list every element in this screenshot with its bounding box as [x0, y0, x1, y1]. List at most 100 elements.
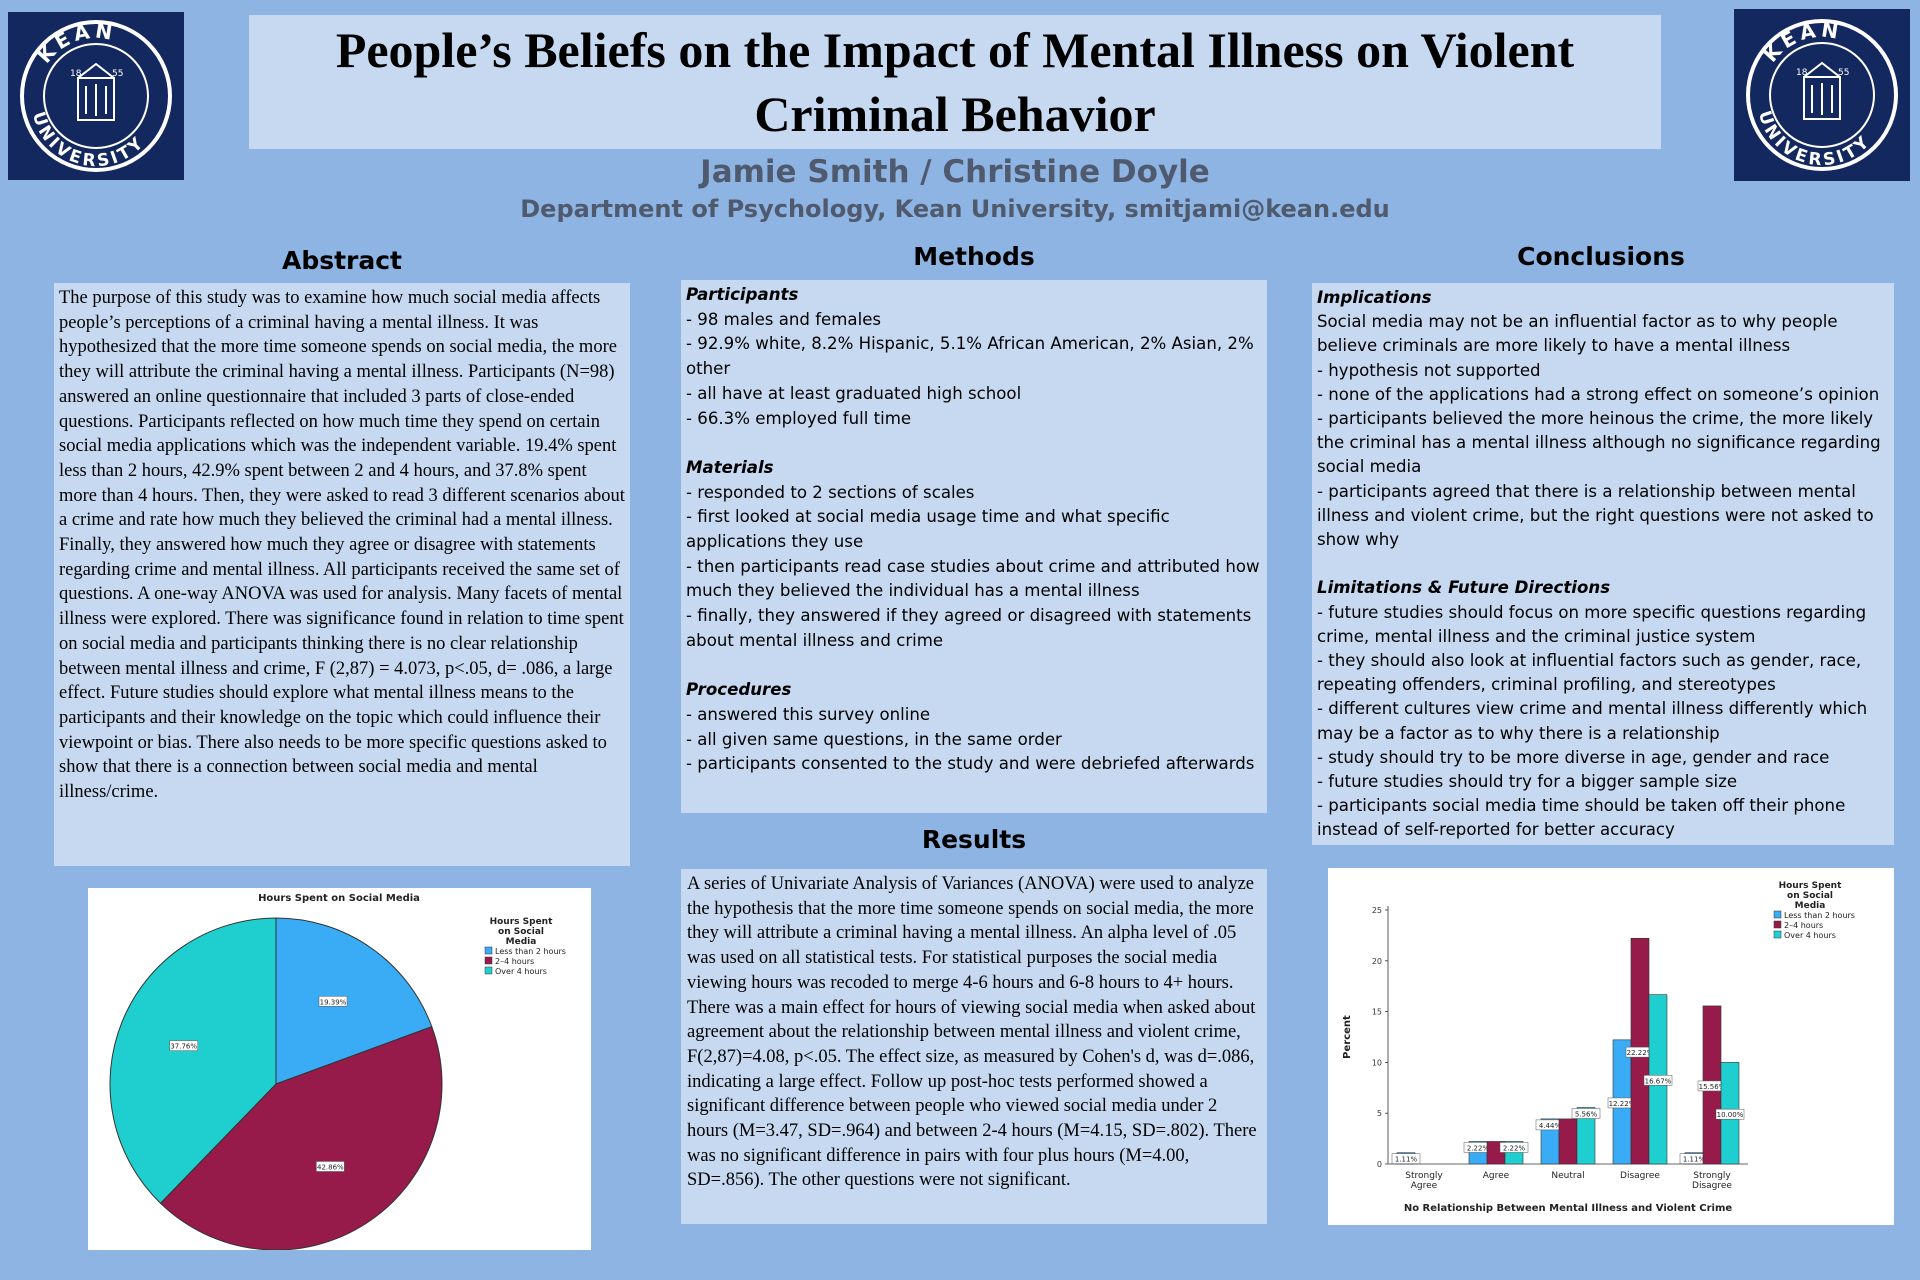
pie-label-box [169, 1040, 198, 1051]
legend-swatch [1773, 910, 1782, 919]
methods-participants-line: - 98 males and females [686, 309, 882, 329]
pie-title: Hours Spent on Social Media [258, 893, 420, 904]
y-tick-label: 15 [1372, 1008, 1382, 1017]
bar-data-label: 5.56% [1575, 1111, 1598, 1119]
results-text: A series of Univariate Analysis of Varia… [687, 874, 1257, 1191]
legend-swatch [484, 966, 493, 975]
bar [1558, 1118, 1578, 1165]
conclusions-limitations-line: - participants social media time should … [1317, 796, 1846, 840]
methods-participants-title: Participants [686, 285, 799, 304]
abstract-panel: The purpose of this study was to examine… [54, 283, 630, 866]
methods-materials-line: - finally, they answered if they agreed … [686, 606, 1252, 650]
methods-heading: Methods [913, 242, 1035, 271]
x-tick-label: Strongly [1405, 1171, 1443, 1181]
legend-label: Less than 2 hours [1784, 911, 1855, 920]
kean-logo-right: KEAN UNIVERSITY 18 55 [1734, 9, 1910, 181]
methods-materials-line: - then participants read case studies ab… [686, 556, 1260, 601]
legend-label: Less than 2 hours [495, 947, 566, 956]
legend-swatch [484, 946, 493, 955]
pie-chart-svg: Hours Spent on Social Media 19.39% 42.86% 3… [109, 893, 566, 1251]
svg-text:55: 55 [112, 69, 123, 79]
pie-chart: Hours Spent on Social Media 19.39% 42.86% 3… [88, 888, 591, 1251]
conclusions-limitations-line: - future studies should focus on more sp… [1317, 602, 1867, 646]
bar-chart: 0 5 10 15 20 25 Percent No Relationship Between… [1328, 868, 1894, 1225]
pie-slice-label: 42.86% [317, 1163, 344, 1171]
conclusions-limitations-line: - future studies should try for a bigger… [1317, 772, 1738, 792]
methods-participants-line: - all have at least graduated high schoo… [686, 383, 1022, 403]
svg-text:KEAN: KEAN [32, 18, 118, 67]
conclusions-limitations-title: Limitations & Future Directions [1317, 578, 1611, 598]
bar-data-label: 16.67% [1645, 1077, 1672, 1085]
pie-label-box [318, 996, 348, 1007]
bar-data-label: 4.44% [1539, 1122, 1562, 1130]
pie-slice [159, 1026, 443, 1251]
y-tick-label: 0 [1377, 1160, 1382, 1169]
bar-label-box [1391, 1153, 1421, 1164]
methods-participants-line: - 92.9% white, 8.2% Hispanic, 5.1% Afric… [686, 334, 1254, 379]
bar-data-label: 1.11% [1395, 1156, 1418, 1164]
methods-materials-line: - first looked at social media usage tim… [686, 507, 1170, 552]
conclusions-implications-line: - hypothesis not supported [1317, 360, 1541, 380]
bar-data-label: 12.22% [1609, 1100, 1636, 1108]
legend-swatch [484, 956, 493, 965]
legend-title: Hours Spent [490, 917, 553, 927]
legend-label: 2–4 hours [1784, 921, 1823, 930]
methods-materials-line: - responded to 2 sections of scales [686, 482, 975, 502]
authors: Jamie Smith / Christine Doyle [700, 154, 1210, 190]
pie-slice-label: 37.76% [170, 1043, 197, 1051]
pie-label-box [316, 1161, 345, 1172]
x-axis-label: No Relationship Between Mental Illness a… [1404, 1203, 1733, 1214]
bar-label-box [1715, 1108, 1745, 1120]
affiliation: Department of Psychology, Kean Universit… [520, 195, 1390, 223]
y-axis-label: Percent [1342, 1015, 1353, 1059]
kean-seal-icon: KEAN UNIVERSITY 18 55 [20, 18, 172, 172]
bar-label-box [1643, 1075, 1673, 1086]
x-tick-label: Agree [1411, 1181, 1438, 1191]
bar-data-label: 22.22% [1627, 1049, 1654, 1057]
y-tick-label: 5 [1377, 1109, 1382, 1118]
legend-label: Over 4 hours [495, 967, 547, 976]
bar-data-label: 2.22% [1467, 1144, 1490, 1152]
poster-title-box: People’s Beliefs on the Impact of Mental… [249, 15, 1661, 149]
abstract-text: The purpose of this study was to examine… [59, 288, 625, 803]
x-tick-label: Disagree [1692, 1181, 1732, 1191]
conclusions-panel: Implications Social media may not be an … [1312, 283, 1894, 845]
svg-text:18: 18 [1796, 68, 1808, 78]
legend-label: 2–4 hours [495, 957, 534, 966]
abstract-heading: Abstract [281, 246, 403, 275]
x-tick-label: Agree [1483, 1171, 1510, 1181]
results-panel: A series of Univariate Analysis of Varia… [681, 869, 1267, 1224]
bar-data-label: 10.00% [1717, 1111, 1744, 1119]
conclusions-implications-title: Implications [1317, 288, 1432, 307]
bar-label-box [1499, 1142, 1529, 1153]
conclusions-limitations-line: - different cultures view crime and ment… [1317, 699, 1868, 743]
svg-text:KEAN: KEAN [1758, 17, 1844, 66]
legend-label: Over 4 hours [1784, 931, 1836, 940]
methods-procedures-line: - answered this survey online [686, 704, 931, 724]
pie-slice-label: 19.39% [320, 998, 347, 1006]
conclusions-heading: Conclusions [1517, 242, 1685, 271]
kean-seal-icon: KEAN UNIVERSITY 18 55 [1746, 17, 1898, 171]
svg-text:55: 55 [1838, 68, 1849, 78]
methods-panel: Participants - 98 males and females - 92… [681, 280, 1267, 813]
x-tick-label: Disagree [1620, 1171, 1660, 1181]
bar [1576, 1107, 1596, 1165]
conclusions-implications-line: Social media may not be an influential f… [1317, 312, 1838, 356]
legend-title: on Social [1787, 891, 1833, 901]
x-tick-label: Strongly [1693, 1171, 1731, 1181]
legend-swatch [1773, 930, 1782, 939]
legend-title: Hours Spent [1779, 881, 1842, 891]
bar-label-box [1571, 1108, 1601, 1119]
methods-procedures-title: Procedures [686, 680, 792, 700]
y-tick-label: 10 [1372, 1058, 1382, 1067]
methods-participants-line: - 66.3% employed full time [686, 408, 912, 428]
pie-slice [275, 917, 433, 1085]
results-heading: Results [921, 825, 1027, 854]
bar-data-label: 1.11% [1683, 1156, 1706, 1164]
bar-chart-svg: 0 5 10 15 20 25 Percent No Relationship Between… [1342, 881, 1855, 1214]
conclusions-implications-line: - none of the applications had a strong … [1317, 384, 1880, 404]
conclusions-implications-line: - participants believed the more heinous… [1317, 409, 1881, 477]
legend-swatch [1773, 920, 1782, 929]
poster-title: People’s Beliefs on the Impact of Mental… [335, 22, 1575, 142]
y-tick-label: 25 [1372, 906, 1382, 915]
